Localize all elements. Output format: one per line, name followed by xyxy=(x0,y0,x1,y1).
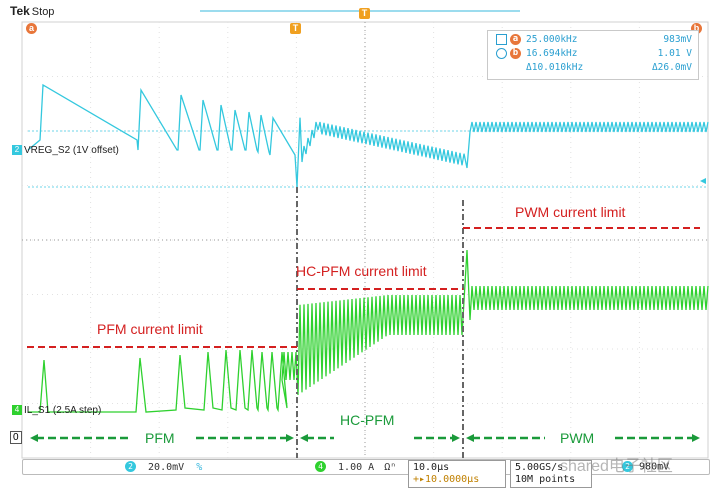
pwm-left-arrowhead xyxy=(466,434,474,442)
cursor-b-readout-badge: b xyxy=(510,48,521,59)
ch2-label-text: VREG_S2 (1V offset) xyxy=(24,145,119,156)
ch4-scale-badge: 4 xyxy=(315,461,326,472)
graticule-grid xyxy=(22,22,708,458)
ch4-label-text: IL_S1 (2.5A step) xyxy=(24,405,102,416)
cursor-a-voltage: 983mV xyxy=(663,34,692,45)
timebase-box[interactable]: 10.0µs +▸10.0000µs xyxy=(408,460,506,488)
cursor-a-readout-badge: a xyxy=(510,34,521,45)
ch4-unit-marker: Ωⁿ xyxy=(384,461,397,473)
ch2-scale-value: 20.0mV xyxy=(148,461,185,473)
cursor-readout-panel: a 25.000kHz 983mV b 16.694kHz 1.01 V Δ10… xyxy=(487,30,699,80)
delta-frequency: Δ10.010kHz xyxy=(526,62,584,73)
watermark-text: shared电子社区 xyxy=(560,458,673,475)
timebase-value: 10.0µs xyxy=(413,462,450,473)
pfm-region-label: PFM xyxy=(145,430,175,446)
pwm-region-label: PWM xyxy=(560,430,595,446)
ch4-scale-readout[interactable]: 4 1.00 A Ωⁿ xyxy=(315,461,396,473)
cursor-a-badge[interactable]: a xyxy=(26,23,37,34)
pwm-limit-label: PWM current limit xyxy=(515,204,626,220)
sample-rate-value: 5.00GS/s xyxy=(515,462,564,473)
ch4-number-badge: 4 xyxy=(12,405,22,416)
trigger-position-marker[interactable]: T xyxy=(290,23,301,34)
ch2-waveform xyxy=(27,83,709,188)
ch2-unit-marker: % xyxy=(196,461,203,473)
ch4-label[interactable]: 4 IL_S1 (2.5A step) xyxy=(12,405,101,416)
hcpfm-limit-label: HC-PFM current limit xyxy=(296,263,427,279)
acquisition-box[interactable]: 5.00GS/s 10M points xyxy=(510,460,592,488)
ch2-label[interactable]: 2 VREG_S2 (1V offset) xyxy=(12,145,119,156)
trigger-level-value: 980mV xyxy=(639,461,670,473)
region-arrows xyxy=(30,434,700,442)
square-icon xyxy=(496,34,507,45)
hcpfm-left-arrowhead xyxy=(300,434,308,442)
hcpfm-right-arrowhead xyxy=(452,434,460,442)
pwm-right-arrowhead xyxy=(692,434,700,442)
brand-label: Tek Stop xyxy=(10,4,54,18)
zero-level-marker: 0 xyxy=(10,431,22,444)
circle-icon xyxy=(496,48,507,59)
cursor-b-badge[interactable]: b xyxy=(691,23,702,34)
cursor-b-frequency: 16.694kHz xyxy=(526,48,578,59)
trigger-source-badge: 2 xyxy=(622,461,633,472)
trigger-position-value: +▸10.0000µs xyxy=(413,474,480,485)
hcpfm-region-label: HC-PFM xyxy=(340,412,395,428)
record-position-marker[interactable]: T xyxy=(359,8,370,19)
pfm-right-arrowhead xyxy=(286,434,294,442)
ch2-scale-badge: 2 xyxy=(125,461,136,472)
cursor-a-frequency: 25.000kHz xyxy=(526,34,578,45)
cursor-b-voltage: 1.01 V xyxy=(657,48,692,59)
pfm-limit-label: PFM current limit xyxy=(97,321,203,337)
brand-name: Tek xyxy=(10,4,30,18)
acquisition-state: Stop xyxy=(31,6,55,18)
ch4-scale-value: 1.00 A xyxy=(338,461,375,473)
ch2-scale-readout[interactable]: 2 20.0mV % xyxy=(125,461,202,473)
trigger-level-readout[interactable]: 2 980mV xyxy=(622,461,669,473)
record-length-value: 10M points xyxy=(515,474,576,485)
pfm-left-arrowhead xyxy=(30,434,38,442)
delta-voltage: Δ26.0mV xyxy=(651,62,692,73)
ch2-number-badge: 2 xyxy=(12,145,22,156)
ch2-right-marker xyxy=(700,178,706,184)
